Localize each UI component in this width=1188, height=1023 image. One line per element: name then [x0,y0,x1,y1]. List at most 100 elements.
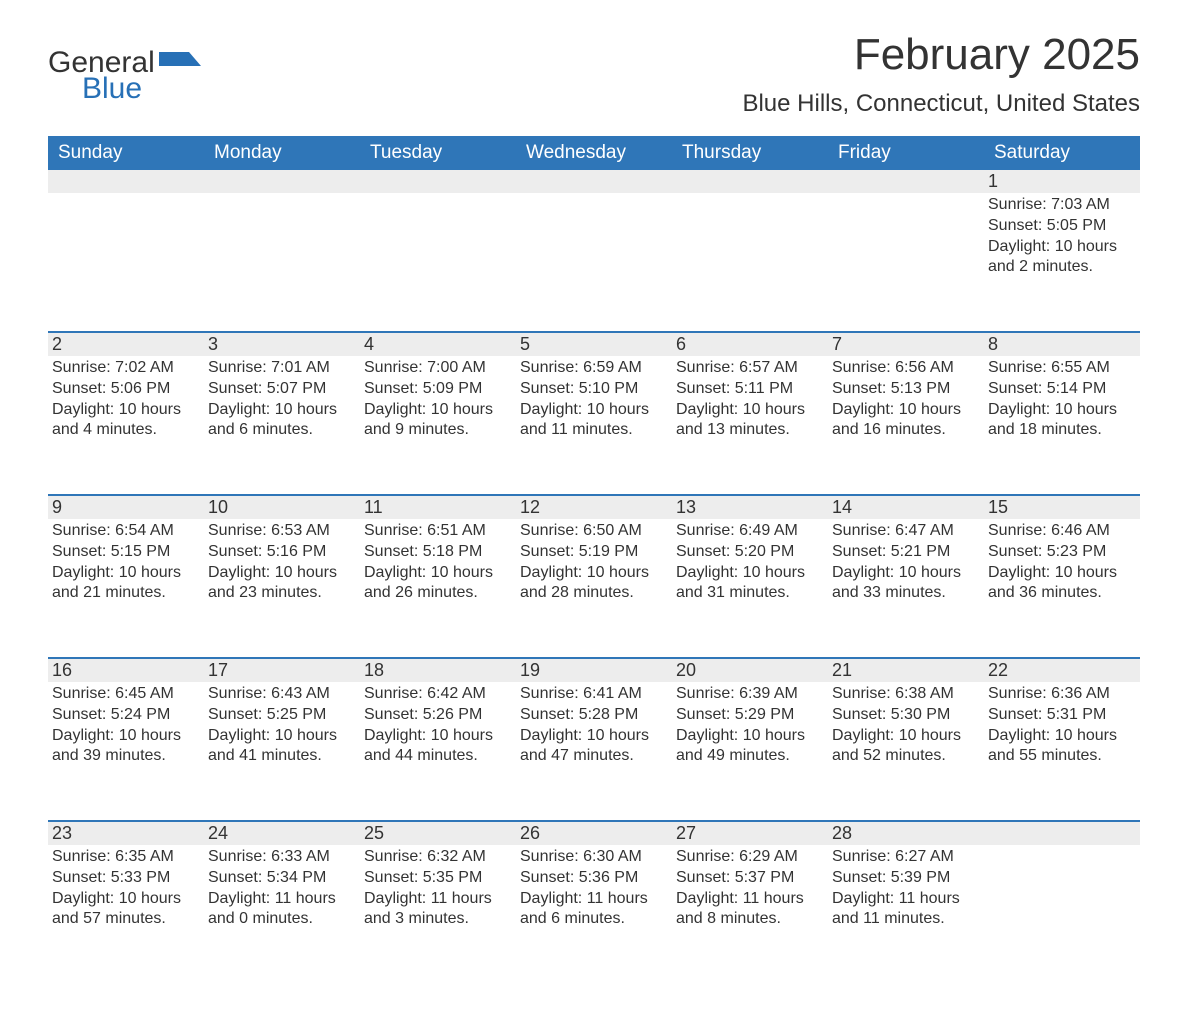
sunset-line: Sunset: 5:25 PM [208,705,352,726]
day-number: 16 [48,659,204,682]
week-row: Sunrise: 6:54 AMSunset: 5:15 PMDaylight:… [48,521,1140,657]
day2-line: and 11 minutes. [520,420,664,441]
week-row: Sunrise: 7:02 AMSunset: 5:06 PMDaylight:… [48,358,1140,494]
sunset-line: Sunset: 5:36 PM [520,868,664,889]
sunset-line: Sunset: 5:19 PM [520,542,664,563]
day-number: 27 [672,822,828,845]
sunrise-line: Sunrise: 6:27 AM [832,847,976,868]
day2-line: and 44 minutes. [364,746,508,767]
daynum-strip: 1 [48,170,1140,193]
day-number: 1 [984,170,1140,193]
sunrise-line: Sunrise: 6:30 AM [520,847,664,868]
day1-line: Daylight: 10 hours [988,237,1132,258]
sunrise-line: Sunrise: 6:43 AM [208,684,352,705]
day1-line: Daylight: 11 hours [208,889,352,910]
day-cell: Sunrise: 7:02 AMSunset: 5:06 PMDaylight:… [48,358,204,494]
day-number: 6 [672,333,828,356]
day1-line: Daylight: 11 hours [520,889,664,910]
sunset-line: Sunset: 5:05 PM [988,216,1132,237]
sunrise-line: Sunrise: 6:41 AM [520,684,664,705]
day1-line: Daylight: 10 hours [988,400,1132,421]
day-number: 10 [204,496,360,519]
title-block: February 2025 Blue Hills, Connecticut, U… [742,30,1140,118]
brand-logo: General Blue [48,30,201,104]
day1-line: Daylight: 10 hours [208,400,352,421]
day1-line: Daylight: 10 hours [52,563,196,584]
sunrise-line: Sunrise: 6:56 AM [832,358,976,379]
sunrise-line: Sunrise: 6:51 AM [364,521,508,542]
sunrise-line: Sunrise: 7:03 AM [988,195,1132,216]
day-cell: Sunrise: 6:50 AMSunset: 5:19 PMDaylight:… [516,521,672,657]
day2-line: and 57 minutes. [52,909,196,930]
sunset-line: Sunset: 5:09 PM [364,379,508,400]
day1-line: Daylight: 10 hours [676,400,820,421]
day-number: 3 [204,333,360,356]
sunrise-line: Sunrise: 6:45 AM [52,684,196,705]
day-cell: Sunrise: 6:38 AMSunset: 5:30 PMDaylight:… [828,684,984,820]
day-number: 19 [516,659,672,682]
sunset-line: Sunset: 5:33 PM [52,868,196,889]
day2-line: and 47 minutes. [520,746,664,767]
day-cell: Sunrise: 6:55 AMSunset: 5:14 PMDaylight:… [984,358,1140,494]
day-cell: Sunrise: 6:35 AMSunset: 5:33 PMDaylight:… [48,847,204,983]
sunset-line: Sunset: 5:26 PM [364,705,508,726]
day2-line: and 16 minutes. [832,420,976,441]
day2-line: and 8 minutes. [676,909,820,930]
day1-line: Daylight: 10 hours [364,726,508,747]
day-cell [516,195,672,331]
month-title: February 2025 [742,30,1140,80]
daynum-strip: 2345678 [48,331,1140,356]
day1-line: Daylight: 11 hours [676,889,820,910]
day-number: 9 [48,496,204,519]
day1-line: Daylight: 10 hours [52,400,196,421]
day-cell: Sunrise: 6:43 AMSunset: 5:25 PMDaylight:… [204,684,360,820]
sunset-line: Sunset: 5:35 PM [364,868,508,889]
weeks-container: 1Sunrise: 7:03 AMSunset: 5:05 PMDaylight… [48,170,1140,983]
sunrise-line: Sunrise: 6:54 AM [52,521,196,542]
day-cell: Sunrise: 6:49 AMSunset: 5:20 PMDaylight:… [672,521,828,657]
day-number: 20 [672,659,828,682]
day-cell [360,195,516,331]
day2-line: and 49 minutes. [676,746,820,767]
day-cell [204,195,360,331]
sunset-line: Sunset: 5:28 PM [520,705,664,726]
sunset-line: Sunset: 5:34 PM [208,868,352,889]
day-number: 21 [828,659,984,682]
day1-line: Daylight: 10 hours [676,563,820,584]
sunset-line: Sunset: 5:20 PM [676,542,820,563]
day2-line: and 21 minutes. [52,583,196,604]
sunset-line: Sunset: 5:31 PM [988,705,1132,726]
day-cell: Sunrise: 6:56 AMSunset: 5:13 PMDaylight:… [828,358,984,494]
sunset-line: Sunset: 5:21 PM [832,542,976,563]
day-cell: Sunrise: 6:32 AMSunset: 5:35 PMDaylight:… [360,847,516,983]
weekday-header-row: SundayMondayTuesdayWednesdayThursdayFrid… [48,136,1140,170]
sunrise-line: Sunrise: 6:53 AM [208,521,352,542]
sunset-line: Sunset: 5:06 PM [52,379,196,400]
day-cell: Sunrise: 6:51 AMSunset: 5:18 PMDaylight:… [360,521,516,657]
day-number: 13 [672,496,828,519]
day-number [360,170,516,193]
sunset-line: Sunset: 5:29 PM [676,705,820,726]
daynum-strip: 232425262728 [48,820,1140,845]
day-number [48,170,204,193]
day-number: 2 [48,333,204,356]
day-number [828,170,984,193]
sunset-line: Sunset: 5:16 PM [208,542,352,563]
day-cell: Sunrise: 6:41 AMSunset: 5:28 PMDaylight:… [516,684,672,820]
day2-line: and 11 minutes. [832,909,976,930]
day2-line: and 9 minutes. [364,420,508,441]
weekday-header: Monday [204,136,360,170]
day-number: 18 [360,659,516,682]
sunrise-line: Sunrise: 6:42 AM [364,684,508,705]
day1-line: Daylight: 10 hours [832,726,976,747]
daynum-strip: 9101112131415 [48,494,1140,519]
week-row: Sunrise: 6:45 AMSunset: 5:24 PMDaylight:… [48,684,1140,820]
day1-line: Daylight: 10 hours [832,563,976,584]
sunset-line: Sunset: 5:13 PM [832,379,976,400]
day2-line: and 3 minutes. [364,909,508,930]
sunrise-line: Sunrise: 6:47 AM [832,521,976,542]
sunset-line: Sunset: 5:18 PM [364,542,508,563]
day-number: 25 [360,822,516,845]
day-number: 4 [360,333,516,356]
day-cell: Sunrise: 6:36 AMSunset: 5:31 PMDaylight:… [984,684,1140,820]
